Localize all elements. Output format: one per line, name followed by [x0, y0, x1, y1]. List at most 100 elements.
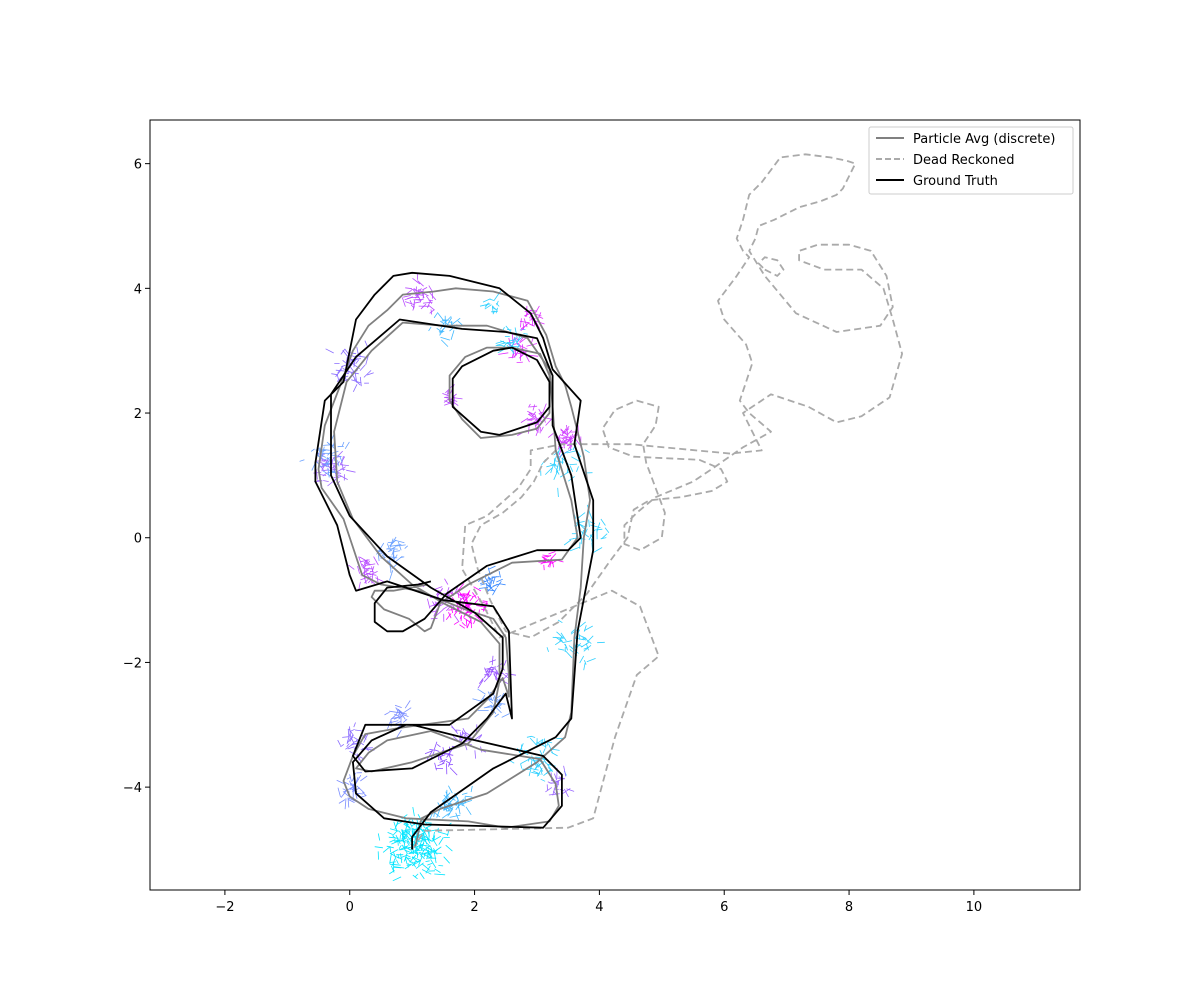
- x-tick-label: 0: [346, 900, 354, 915]
- particle-arrow: [439, 759, 448, 763]
- particle-arrow: [529, 737, 537, 746]
- particle-arrow: [321, 446, 325, 458]
- particle-arrow: [436, 743, 441, 748]
- particle-arrow: [455, 803, 460, 811]
- particle-arrow: [363, 370, 372, 378]
- particle-arrow: [514, 327, 518, 339]
- particle-arrow: [584, 625, 593, 631]
- particle-arrow: [579, 621, 586, 628]
- particle-arrow: [437, 762, 445, 767]
- particle-arrow: [564, 643, 568, 649]
- particle-arrow: [404, 839, 410, 843]
- particle-arrow: [569, 546, 580, 552]
- particle-arrow: [404, 545, 408, 549]
- particle-arrow: [498, 352, 509, 355]
- y-tick-label: 2: [134, 407, 142, 422]
- particle-arrow: [425, 295, 433, 304]
- x-tick-label: 10: [966, 900, 983, 915]
- particle-arrow: [404, 714, 409, 717]
- particle-arrow: [403, 295, 411, 298]
- particle-arrow: [395, 555, 403, 563]
- particle-arrow: [437, 831, 449, 836]
- particle-arrow: [412, 277, 421, 285]
- particle-arrow: [310, 448, 315, 452]
- particle-arrow: [534, 422, 537, 432]
- particle-arrow: [399, 711, 406, 720]
- particle-arrow: [520, 758, 530, 764]
- particle-arrow: [506, 344, 515, 354]
- particle-arrow: [563, 640, 573, 643]
- particle-arrow: [426, 822, 432, 824]
- particle-arrow: [322, 470, 331, 477]
- particle-arrow: [353, 736, 360, 741]
- particle-arrow: [440, 336, 451, 341]
- particle-arrow: [520, 324, 528, 330]
- particle-arrow: [390, 544, 402, 547]
- particle-arrow: [415, 845, 418, 853]
- particle-arrow: [458, 806, 461, 815]
- particle-arrow: [319, 461, 326, 465]
- particle-arrow: [534, 414, 537, 419]
- particle-arrow: [462, 593, 468, 601]
- particle-arrow: [389, 710, 401, 714]
- particle-arrow: [389, 853, 392, 864]
- particle-arrow: [347, 746, 355, 750]
- particle-arrow: [404, 700, 411, 709]
- particle-arrow: [420, 844, 429, 847]
- particle-arrow: [439, 326, 446, 334]
- particle-arrow: [544, 738, 547, 749]
- particle-arrow: [465, 619, 468, 628]
- particle-arrow: [461, 800, 473, 805]
- particle-arrow: [367, 372, 374, 376]
- particle-arrow: [336, 374, 339, 381]
- particle-arrow: [417, 288, 422, 292]
- particle-arrow: [488, 582, 491, 588]
- particle-arrow: [563, 539, 572, 546]
- particle-arrow: [532, 404, 536, 411]
- particle-arrow: [516, 361, 523, 363]
- particle-arrow: [377, 833, 381, 841]
- particle-arrow: [428, 852, 433, 858]
- particle-arrow: [389, 863, 401, 866]
- particle-arrow: [556, 631, 565, 639]
- particle-arrow: [489, 659, 497, 663]
- particle-arrow: [441, 339, 449, 347]
- particle-arrow: [480, 678, 484, 683]
- particle-arrow: [366, 573, 377, 576]
- particle-arrow: [389, 536, 397, 547]
- particle-arrow: [349, 726, 352, 738]
- particle-arrow: [418, 852, 425, 860]
- particle-arrow: [472, 592, 477, 599]
- particle-arrow: [447, 317, 453, 325]
- particle-arrow: [516, 336, 523, 343]
- particle-arrow: [364, 575, 372, 584]
- legend-label-dead-reckoned: Dead Reckoned: [913, 153, 1014, 168]
- particle-arrow: [575, 438, 581, 446]
- particle-arrow: [353, 379, 361, 386]
- particle-arrow: [531, 416, 541, 425]
- particle-arrow: [426, 838, 431, 844]
- particle-arrow: [453, 621, 459, 625]
- particle-arrow: [392, 830, 398, 836]
- particle-arrow: [404, 301, 416, 306]
- particle-arrow: [406, 289, 412, 295]
- particle-arrow: [389, 828, 400, 832]
- particle-arrow: [567, 444, 572, 450]
- particle-arrow: [365, 355, 369, 365]
- particle-arrow: [503, 342, 512, 344]
- particle-arrow: [586, 635, 594, 643]
- particle-arrow: [557, 447, 561, 456]
- particle-arrow: [490, 583, 498, 589]
- particle-arrow: [529, 767, 539, 771]
- particle-arrow: [527, 418, 535, 421]
- particle-arrow: [585, 643, 589, 651]
- particle-arrow: [543, 561, 550, 564]
- particle-arrow: [394, 713, 399, 717]
- particle-arrow: [467, 590, 471, 595]
- particle-arrow: [569, 465, 574, 472]
- particle-arrow: [528, 354, 539, 357]
- particle-arrow: [584, 660, 587, 665]
- particle-arrow: [553, 456, 557, 466]
- particle-arrow: [528, 403, 531, 408]
- particle-arrow: [409, 854, 417, 863]
